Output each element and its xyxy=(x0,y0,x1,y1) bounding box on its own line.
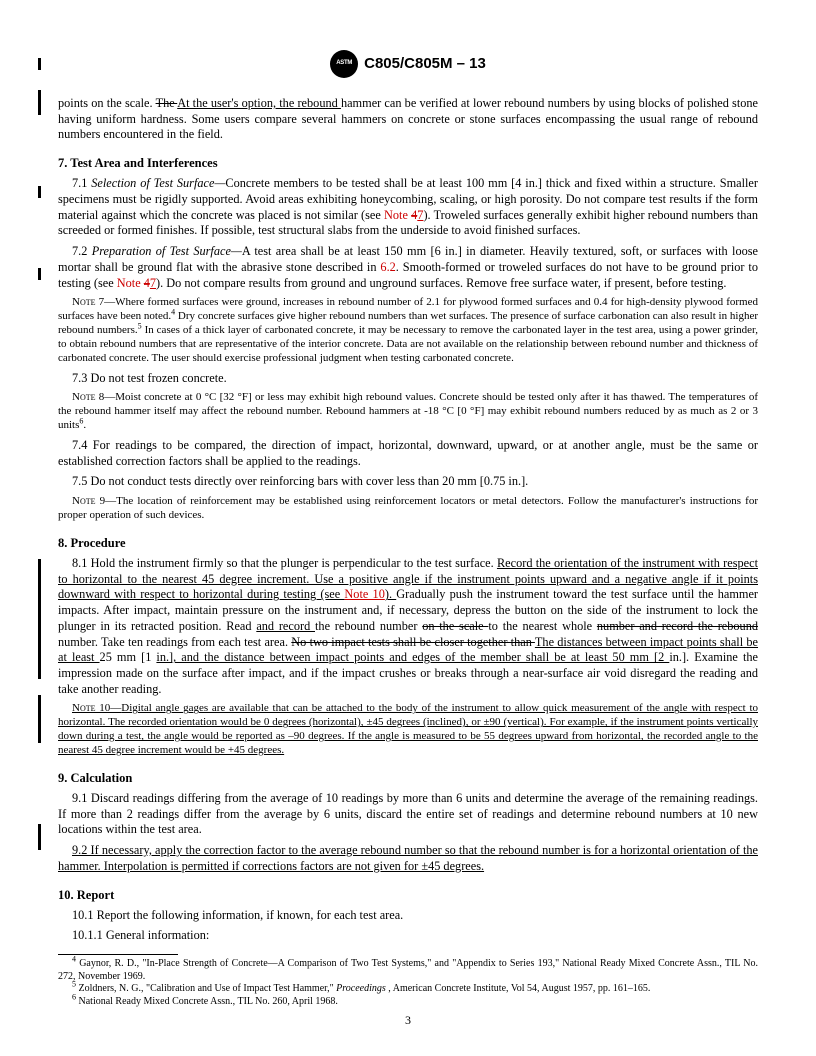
changebar xyxy=(38,824,41,850)
page-header: C805/C805M – 13 xyxy=(58,50,758,78)
footnote-4: 4 Gaynor, R. D., "In-Place Strength of C… xyxy=(58,958,758,983)
section-7-heading: 7. Test Area and Interferences xyxy=(58,155,758,171)
para-8-1: 8.1 Hold the instrument firmly so that t… xyxy=(58,556,758,698)
footnote-5: 5 Zoldners, N. G., "Calibration and Use … xyxy=(58,983,758,996)
para-7-4: 7.4 For readings to be compared, the dir… xyxy=(58,438,758,469)
text: 8.1 Hold the instrument firmly so that t… xyxy=(72,556,497,570)
text: , American Concrete Institute, Vol 54, A… xyxy=(388,983,650,994)
changebar xyxy=(38,90,41,115)
text: Zoldners, N. G., "Calibration and Use of… xyxy=(76,983,336,994)
text: points on the scale. xyxy=(58,96,156,110)
text: 7.2 xyxy=(72,244,92,258)
note-label: Note 10— xyxy=(72,702,121,714)
changebar xyxy=(38,58,41,70)
inserted-text: and record xyxy=(256,619,315,633)
text: ). Do not compare results from ground an… xyxy=(156,276,726,290)
para-7-1: 7.1 Selection of Test Surface—Concrete m… xyxy=(58,176,758,239)
text: Proceedings xyxy=(336,983,388,994)
section-10-heading: 10. Report xyxy=(58,887,758,903)
inserted-text: in.], and the distance between impact po… xyxy=(156,650,669,664)
subtitle: Preparation of Test Surface— xyxy=(92,244,242,258)
inserted-text: 9.2 If necessary, apply the correction f… xyxy=(58,843,758,873)
section-8-heading: 8. Procedure xyxy=(58,535,758,551)
footnote-6: 6 National Ready Mixed Concrete Assn., T… xyxy=(58,996,758,1009)
inserted-text: At the user's option, the rebound xyxy=(177,96,341,110)
astm-logo xyxy=(330,50,358,78)
para-7-3: 7.3 Do not test frozen concrete. xyxy=(58,371,758,387)
text: Moist concrete at 0 °C [32 °F] or less m… xyxy=(58,391,758,431)
subtitle: Selection of Test Surface— xyxy=(91,176,225,190)
text: The location of reinforcement may be est… xyxy=(58,495,758,521)
deleted-text: No two impact tests shall be closer toge… xyxy=(291,635,535,649)
para-7-2: 7.2 Preparation of Test Surface—A test a… xyxy=(58,244,758,291)
cross-ref: 6.2 xyxy=(380,260,395,274)
continuation-paragraph: points on the scale. The At the user's o… xyxy=(58,96,758,143)
page-number: 3 xyxy=(0,1013,816,1028)
text: Gaynor, R. D., "In-Place Strength of Con… xyxy=(58,958,758,982)
para-9-2: 9.2 If necessary, apply the correction f… xyxy=(58,843,758,874)
text: . xyxy=(83,419,86,431)
note-8: Note 8—Moist concrete at 0 °C [32 °F] or… xyxy=(58,391,758,433)
note-10: Note 10—Digital angle gages are availabl… xyxy=(58,702,758,757)
changebar xyxy=(38,559,41,679)
para-10-1-1: 10.1.1 General information: xyxy=(58,928,758,944)
footnote-separator xyxy=(58,954,178,955)
changebar xyxy=(38,186,41,198)
text: In cases of a thick layer of carbonated … xyxy=(58,324,758,364)
text: number. Take ten readings from each test… xyxy=(58,635,291,649)
deleted-text: number and record the rebound xyxy=(597,619,758,633)
text: National Ready Mixed Concrete Assn., TIL… xyxy=(76,996,338,1007)
inserted-text: Digital angle gages are available that c… xyxy=(58,702,758,756)
section-9-heading: 9. Calculation xyxy=(58,770,758,786)
inserted-text: ). xyxy=(385,587,396,601)
para-10-1: 10.1 Report the following information, i… xyxy=(58,908,758,924)
note-7: Note 7—Where formed surfaces were ground… xyxy=(58,296,758,365)
note-label: Note 8— xyxy=(72,391,115,403)
text: to the nearest whole xyxy=(488,619,597,633)
standard-designation: C805/C805M – 13 xyxy=(364,55,486,72)
note-9: Note 9—The location of reinforcement may… xyxy=(58,495,758,523)
note-ref: Note xyxy=(384,208,411,222)
para-9-1: 9.1 Discard readings differing from the … xyxy=(58,791,758,838)
changebar xyxy=(38,268,41,280)
note-ref: Note xyxy=(117,276,144,290)
text: 7.1 xyxy=(72,176,91,190)
note-label: Note 9— xyxy=(72,495,116,507)
note-label: Note 7— xyxy=(72,296,115,308)
note-ref: Note 10 xyxy=(344,587,384,601)
changebar xyxy=(38,695,41,743)
deleted-text: on the scale xyxy=(422,619,488,633)
deleted-text: The xyxy=(156,96,178,110)
para-7-5: 7.5 Do not conduct tests directly over r… xyxy=(58,474,758,490)
text: the rebound number xyxy=(315,619,422,633)
text: 25 mm [1 xyxy=(100,650,157,664)
